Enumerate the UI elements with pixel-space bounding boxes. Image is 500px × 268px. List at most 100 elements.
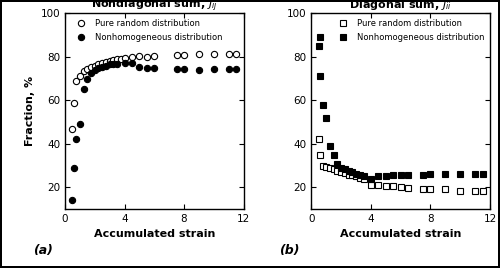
Pure random distribution [70, 127, 75, 130]
Nonhomogeneous distribution [346, 169, 352, 173]
Nonhomogeneous distribution [144, 66, 150, 69]
Nonhomogeneous distribution [122, 62, 128, 65]
Pure random distribution [353, 175, 359, 178]
Pure random distribution [480, 189, 486, 192]
Pure random distribution [360, 177, 366, 180]
Pure random distribution [92, 64, 98, 67]
Nonhomogeneous distribution [88, 72, 94, 75]
Nonhomogeneous distribution [110, 63, 116, 66]
Line: Pure random distribution: Pure random distribution [316, 136, 486, 194]
Pure random distribution [122, 56, 128, 59]
Nonhomogeneous distribution [338, 166, 344, 169]
Nonhomogeneous distribution [376, 175, 382, 178]
Nonhomogeneous distribution [136, 65, 142, 68]
Nonhomogeneous distribution [114, 63, 120, 66]
Title: Diagonal sum, $J_{ii}$: Diagonal sum, $J_{ii}$ [349, 0, 452, 12]
Nonhomogeneous distribution [181, 67, 187, 70]
Nonhomogeneous distribution [390, 174, 396, 177]
Nonhomogeneous distribution [320, 103, 326, 106]
Title: Nondiagonal sum, $J_{ij}$: Nondiagonal sum, $J_{ij}$ [91, 0, 218, 14]
Pure random distribution [196, 52, 202, 55]
Y-axis label: Fraction, %: Fraction, % [25, 76, 35, 146]
Pure random distribution [152, 54, 158, 57]
Pure random distribution [174, 53, 180, 56]
Nonhomogeneous distribution [71, 166, 77, 169]
Text: (a): (a) [33, 244, 52, 257]
Pure random distribution [390, 185, 396, 188]
Nonhomogeneous distribution [350, 170, 356, 174]
Pure random distribution [346, 174, 352, 177]
Nonhomogeneous distribution [472, 173, 478, 176]
Pure random distribution [144, 55, 150, 58]
Nonhomogeneous distribution [70, 199, 75, 202]
Pure random distribution [226, 52, 232, 55]
Pure random distribution [472, 189, 478, 192]
Pure random distribution [77, 75, 83, 78]
Pure random distribution [331, 167, 337, 170]
Nonhomogeneous distribution [353, 173, 359, 176]
Nonhomogeneous distribution [316, 36, 322, 39]
Nonhomogeneous distribution [233, 67, 239, 70]
Pure random distribution [233, 52, 239, 55]
Nonhomogeneous distribution [324, 116, 330, 119]
Pure random distribution [405, 187, 411, 190]
X-axis label: Accumulated strain: Accumulated strain [94, 229, 215, 239]
Nonhomogeneous distribution [318, 75, 324, 78]
Pure random distribution [110, 58, 116, 62]
Nonhomogeneous distribution [80, 88, 86, 91]
Pure random distribution [71, 101, 77, 104]
Nonhomogeneous distribution [442, 173, 448, 176]
Pure random distribution [376, 184, 382, 187]
Nonhomogeneous distribution [331, 153, 337, 156]
Nonhomogeneous distribution [342, 167, 348, 170]
Nonhomogeneous distribution [84, 77, 90, 80]
Text: (b): (b) [280, 244, 300, 257]
Pure random distribution [338, 170, 344, 174]
Pure random distribution [318, 153, 324, 156]
Pure random distribution [84, 67, 90, 70]
Pure random distribution [383, 185, 389, 188]
Pure random distribution [457, 189, 463, 192]
Nonhomogeneous distribution [99, 65, 105, 68]
Pure random distribution [136, 54, 142, 57]
Nonhomogeneous distribution [368, 177, 374, 180]
Pure random distribution [118, 57, 124, 61]
Nonhomogeneous distribution [357, 174, 363, 177]
Nonhomogeneous distribution [327, 144, 333, 148]
Pure random distribution [428, 188, 434, 191]
Nonhomogeneous distribution [383, 175, 389, 178]
Nonhomogeneous distribution [73, 138, 79, 141]
Pure random distribution [368, 184, 374, 187]
Pure random distribution [106, 59, 112, 63]
Nonhomogeneous distribution [457, 173, 463, 176]
X-axis label: Accumulated strain: Accumulated strain [340, 229, 462, 239]
Pure random distribution [320, 164, 326, 167]
Nonhomogeneous distribution [480, 173, 486, 176]
Pure random distribution [103, 61, 109, 64]
Line: Nonhomogeneous distribution: Nonhomogeneous distribution [70, 60, 239, 203]
Pure random distribution [80, 69, 86, 73]
Nonhomogeneous distribution [152, 66, 158, 69]
Nonhomogeneous distribution [174, 67, 180, 70]
Nonhomogeneous distribution [106, 63, 112, 66]
Pure random distribution [357, 176, 363, 179]
Line: Pure random distribution: Pure random distribution [70, 50, 239, 132]
Nonhomogeneous distribution [398, 174, 404, 177]
Line: Nonhomogeneous distribution: Nonhomogeneous distribution [316, 34, 486, 182]
Pure random distribution [350, 174, 356, 177]
Pure random distribution [398, 186, 404, 189]
Pure random distribution [316, 138, 322, 141]
Pure random distribution [420, 188, 426, 191]
Nonhomogeneous distribution [405, 174, 411, 177]
Pure random distribution [342, 172, 348, 175]
Nonhomogeneous distribution [103, 64, 109, 67]
Nonhomogeneous distribution [360, 175, 366, 178]
Nonhomogeneous distribution [428, 173, 434, 176]
Nonhomogeneous distribution [129, 62, 135, 65]
Nonhomogeneous distribution [96, 66, 102, 69]
Pure random distribution [129, 55, 135, 58]
Nonhomogeneous distribution [196, 68, 202, 72]
Nonhomogeneous distribution [226, 67, 232, 70]
Pure random distribution [73, 79, 79, 82]
Nonhomogeneous distribution [211, 67, 217, 70]
